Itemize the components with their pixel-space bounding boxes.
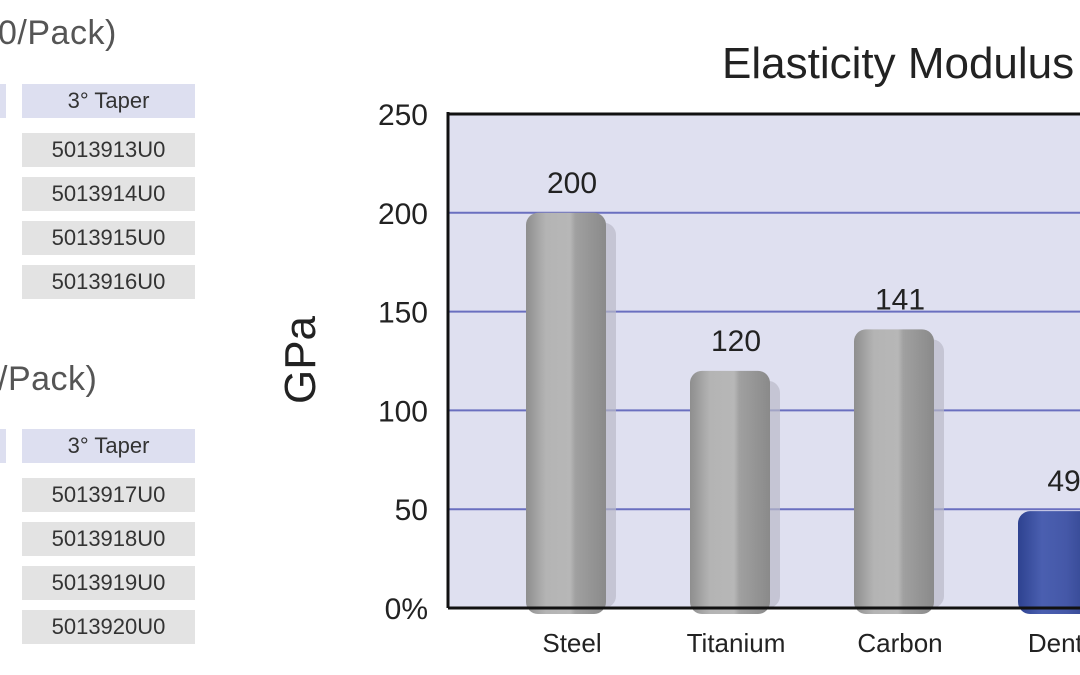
- y-axis-label: GPa: [276, 315, 325, 404]
- y-tick-label: 50: [395, 494, 428, 527]
- table1-row: 5013915U0: [22, 221, 195, 255]
- x-tick-label: Carbon: [857, 628, 942, 658]
- table1-heading: 0/Pack): [0, 14, 117, 52]
- chart-title: Elasticity Modulus: [722, 39, 1074, 88]
- table2-row: 5013919U0: [22, 566, 195, 600]
- y-tick-label: 250: [378, 99, 428, 132]
- table2-heading: /Pack): [0, 360, 98, 398]
- table2-row: 5013918U0: [22, 522, 195, 556]
- x-tick-label: DentP: [1028, 628, 1080, 658]
- data-label: 120: [711, 325, 761, 358]
- bar-steel: [526, 212, 606, 615]
- table2-header-stub: [0, 429, 6, 463]
- x-tick-label: Steel: [542, 628, 601, 658]
- table1-header-taper: 3° Taper: [22, 84, 195, 118]
- table1-row: 5013913U0: [22, 133, 195, 167]
- table1-row: 5013916U0: [22, 265, 195, 299]
- y-tick-label: 100: [378, 395, 428, 428]
- x-tick-label: Titanium: [687, 628, 786, 658]
- table2-row: 5013917U0: [22, 478, 195, 512]
- table1-row: 5013914U0: [22, 177, 195, 211]
- data-label: 141: [875, 283, 925, 316]
- y-tick-label: 200: [378, 198, 428, 231]
- table2-header-taper: 3° Taper: [22, 429, 195, 463]
- bar-titanium: [690, 370, 770, 614]
- y-tick-label: 150: [378, 297, 428, 330]
- bar-dentp: [1018, 511, 1080, 614]
- bar-carbon: [854, 329, 934, 614]
- table1-header-stub: [0, 84, 6, 118]
- data-label: 49: [1047, 465, 1080, 498]
- y-tick-label: 0%: [385, 593, 428, 626]
- data-label: 200: [547, 167, 597, 200]
- table2-row: 5013920U0: [22, 610, 195, 644]
